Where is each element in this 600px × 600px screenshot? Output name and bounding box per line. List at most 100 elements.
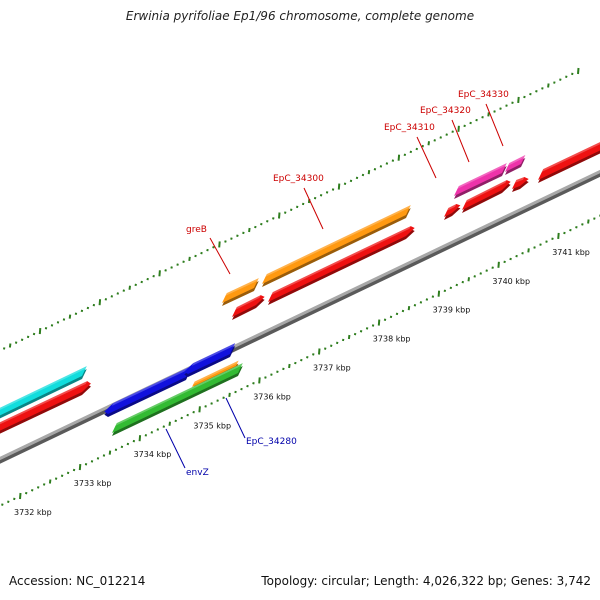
lower-ruler-tick xyxy=(282,367,285,371)
gene-label[interactable]: greB xyxy=(186,225,207,235)
cds-left-red[interactable] xyxy=(0,381,91,443)
lower-ruler-tick xyxy=(13,497,16,501)
feature-green[interactable] xyxy=(112,363,243,436)
lower-ruler-tick xyxy=(347,334,351,340)
gene-label-leader xyxy=(485,103,504,147)
feature-blue-34280[interactable] xyxy=(184,343,236,377)
lower-ruler-tick xyxy=(353,332,357,336)
upper-ruler-tick xyxy=(577,67,580,75)
feature-magenta-34320[interactable] xyxy=(454,163,507,199)
lower-ruler-tick xyxy=(569,228,572,232)
lower-ruler-tick xyxy=(240,387,243,391)
cds-34310-red[interactable] xyxy=(444,203,461,220)
feature-orange-greB[interactable] xyxy=(222,278,259,306)
upper-ruler-tick xyxy=(319,194,323,197)
lower-ruler-tick xyxy=(329,344,333,347)
cds-34310-red-body xyxy=(444,203,461,217)
lower-ruler-tick xyxy=(162,425,165,428)
lower-ruler-tick xyxy=(252,382,255,385)
gene-label[interactable]: EpC_34300 xyxy=(273,174,324,184)
upper-ruler-tick xyxy=(2,347,6,350)
cds-greB-red[interactable] xyxy=(232,295,265,320)
upper-ruler-tick xyxy=(236,234,239,237)
gene-label[interactable]: EpC_34310 xyxy=(384,123,435,133)
lower-ruler-tick xyxy=(126,442,130,446)
lower-ruler-tick xyxy=(479,272,482,275)
gene-label[interactable]: envZ xyxy=(186,468,209,478)
lower-ruler-tick xyxy=(54,477,58,480)
lower-ruler-tick xyxy=(120,445,124,449)
upper-ruler-tick xyxy=(421,144,424,148)
upper-ruler-tick xyxy=(68,314,72,319)
upper-ruler-tick xyxy=(92,303,96,307)
upper-ruler-tick xyxy=(116,292,120,295)
lower-ruler-tick xyxy=(377,319,381,326)
upper-ruler-tick xyxy=(565,75,568,79)
lower-ruler-tick xyxy=(467,277,470,282)
upper-ruler-tick xyxy=(38,328,42,335)
lower-ruler-tick xyxy=(246,384,249,388)
lower-ruler-tick xyxy=(312,353,315,356)
cds-34300-red-body xyxy=(268,226,415,302)
cds-34330-red-highlight xyxy=(515,176,525,183)
lower-ruler-tick xyxy=(545,240,548,243)
lower-ruler-tick xyxy=(102,454,106,457)
feature-cyan[interactable] xyxy=(0,366,87,428)
lower-ruler-tick xyxy=(90,460,94,463)
upper-ruler-tick xyxy=(122,289,125,292)
upper-ruler-tick xyxy=(541,87,544,90)
lower-ruler-tick xyxy=(449,286,453,290)
upper-ruler-tick xyxy=(331,188,335,191)
feature-blue-envZ[interactable] xyxy=(104,366,192,417)
upper-ruler-tick xyxy=(325,191,329,194)
lower-ruler-tick xyxy=(401,309,405,313)
cds-right-red[interactable] xyxy=(538,130,600,183)
gene-label[interactable]: EpC_34280 xyxy=(246,437,297,447)
lower-ruler-tick xyxy=(270,373,273,376)
lower-ruler-tick xyxy=(144,434,148,437)
cds-34310-red-highlight xyxy=(447,203,457,211)
cds-34300-red[interactable] xyxy=(268,226,415,305)
feature-blue-envZ-highlight xyxy=(111,366,192,406)
upper-ruler-tick xyxy=(194,254,197,258)
upper-ruler-tick xyxy=(403,153,407,157)
gene-label[interactable]: EpC_34320 xyxy=(420,106,471,116)
cds-34330-red[interactable] xyxy=(512,176,529,192)
upper-ruler-tick xyxy=(152,274,155,278)
upper-ruler-tick xyxy=(529,92,532,96)
lower-ruler-tick xyxy=(431,295,435,298)
lower-ruler-tick xyxy=(455,283,459,287)
lower-ruler-tick xyxy=(96,457,100,460)
upper-ruler-tick xyxy=(487,112,490,117)
upper-ruler-tick xyxy=(62,318,66,321)
upper-ruler-tick xyxy=(445,133,448,136)
lower-ruler-tick xyxy=(30,488,34,492)
feature-cyan-highlight xyxy=(0,366,87,410)
feature-orange-small-highlight xyxy=(193,360,239,385)
ruler-tick-label: 3735 kbp xyxy=(193,421,231,430)
lower-ruler-tick xyxy=(48,479,52,484)
ruler-tick-label: 3741 kbp xyxy=(552,248,590,257)
cds-34320-red[interactable] xyxy=(462,180,511,213)
gene-label-leader xyxy=(416,136,437,179)
lower-ruler-tick xyxy=(407,306,411,311)
feature-orange-34300-body xyxy=(262,205,411,284)
gene-label[interactable]: EpC_34330 xyxy=(458,90,509,100)
upper-ruler-tick xyxy=(56,321,60,324)
upper-ruler-tick xyxy=(289,208,293,211)
backbone-line xyxy=(0,169,600,461)
feature-orange-34300[interactable] xyxy=(262,205,411,287)
accession-label: Accession: NC_012214 xyxy=(9,574,146,588)
feature-magenta-34330[interactable] xyxy=(505,154,526,175)
upper-ruler-tick xyxy=(170,266,173,269)
lower-ruler-tick xyxy=(300,358,303,362)
upper-ruler-tick xyxy=(301,202,305,206)
upper-ruler-tick xyxy=(475,118,478,122)
cds-34320-red-body xyxy=(462,180,511,210)
upper-ruler-tick xyxy=(200,251,203,255)
upper-ruler-tick xyxy=(248,227,251,233)
lower-ruler-tick xyxy=(383,318,387,321)
lower-ruler-tick xyxy=(25,491,28,495)
cds-34310-red-edge xyxy=(444,206,461,220)
